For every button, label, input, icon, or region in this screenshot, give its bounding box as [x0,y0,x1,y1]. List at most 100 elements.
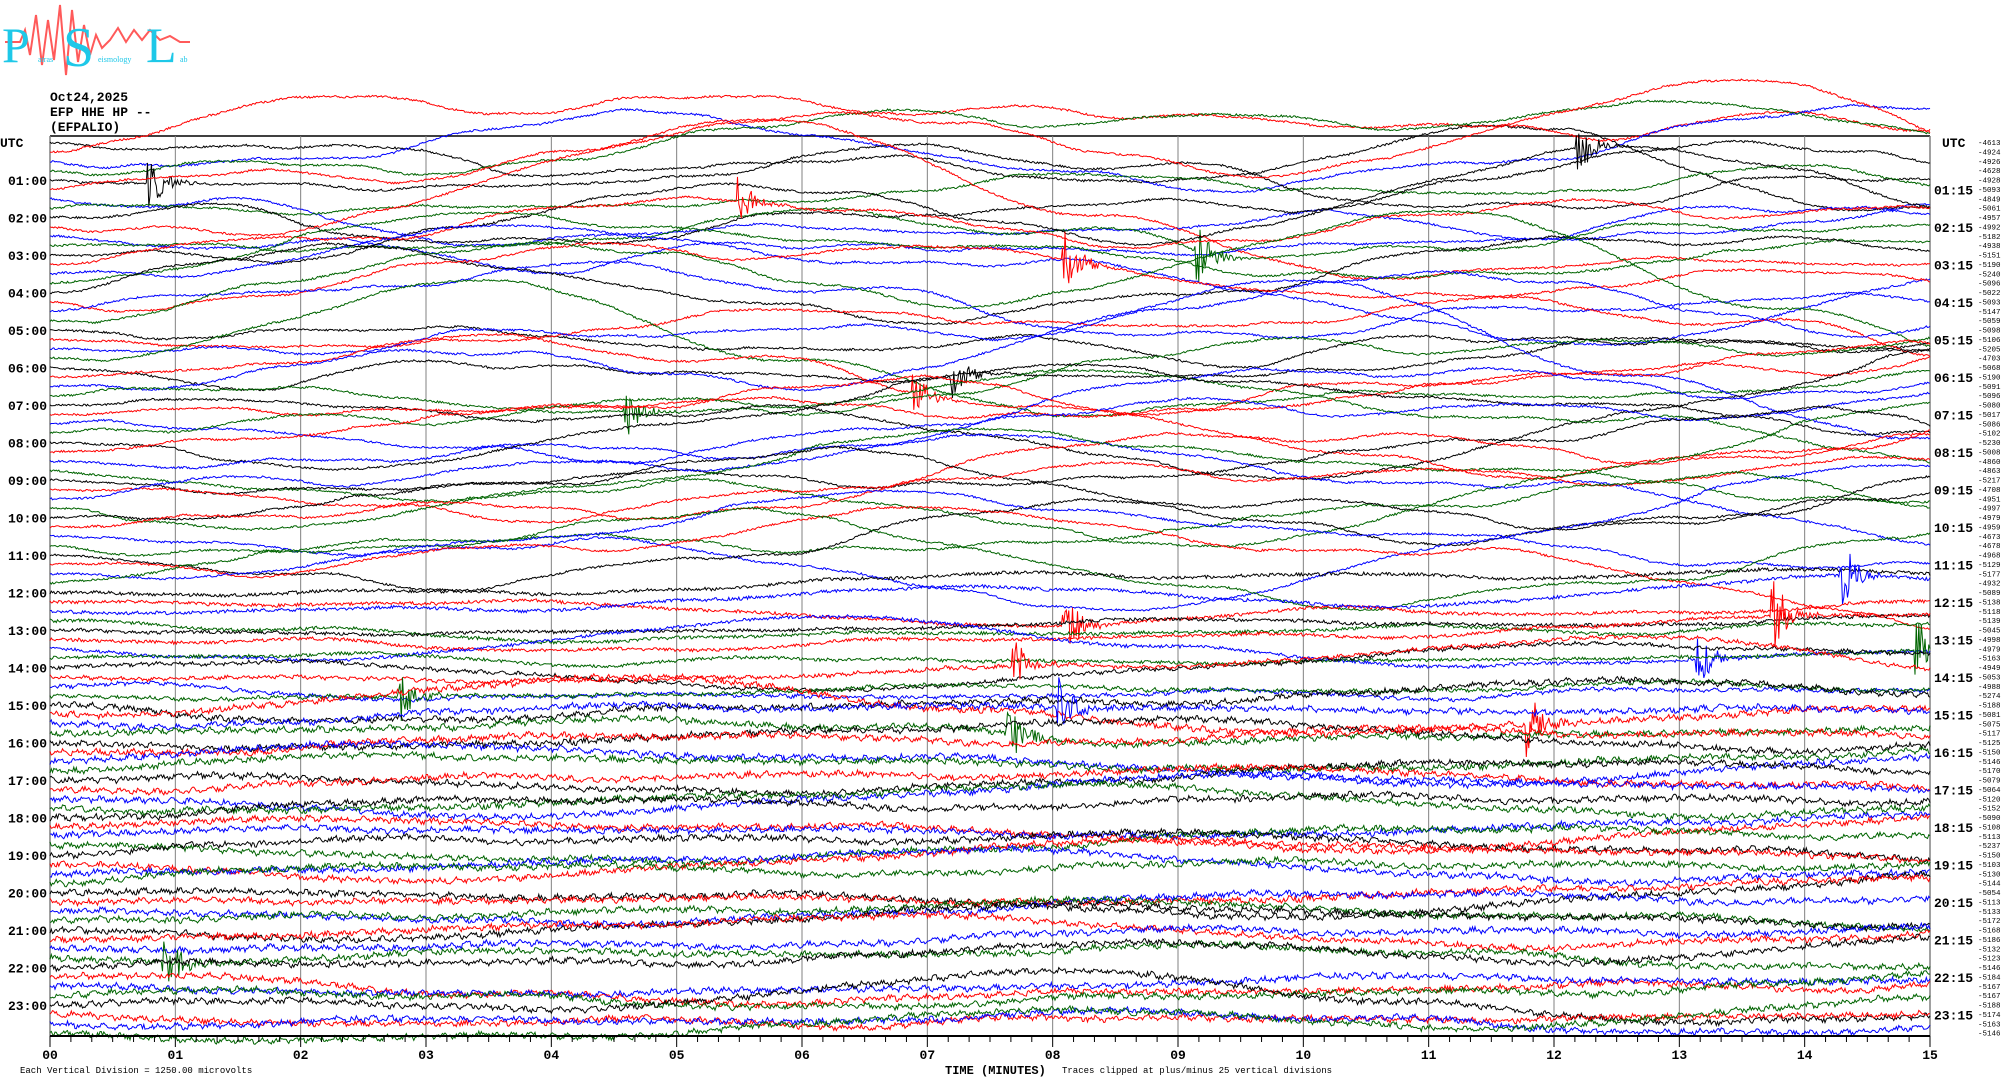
trace-offset-label: -4988 [1978,684,2001,692]
trace-offset-label: -5091 [1978,384,2001,392]
trace-offset-label: -5167 [1978,993,2001,1001]
trace-row-15 [49,211,1931,285]
trace-row-13 [49,176,1931,266]
trace-offset-label: -5152 [1978,806,2001,814]
left-time-label: 14:00 [8,662,47,677]
logo-sub-1: atras [38,55,53,64]
right-time-label: 22:15 [1934,971,1973,986]
trace-row-67 [49,746,1931,775]
trace-offset-label: -5151 [1978,253,2001,261]
trace-offset-label: -5184 [1978,974,2001,982]
trace-offset-label: -5237 [1978,843,2001,851]
trace-offset-label: -5167 [1978,984,2001,992]
trace-row-66 [49,739,1931,790]
trace-offset-label: -5061 [1978,206,2001,214]
right-time-label: UTC [1942,136,1966,151]
x-tick-label: 02 [293,1048,309,1063]
trace-offset-label: -5150 [1978,749,2001,757]
trace-offset-label: -5102 [1978,431,2001,439]
right-time-label: 09:15 [1934,483,1973,498]
trace-offset-label: -5188 [1978,703,2001,711]
trace-offset-label: -5182 [1978,234,2001,242]
trace-offset-label: -5081 [1978,712,2001,720]
trace-row-87 [49,939,1931,982]
trace-offset-label: -4924 [1978,149,2001,157]
trace-offset-label: -4968 [1978,553,2001,561]
x-tick-label: 10 [1296,1048,1312,1063]
trace-row-82 [49,888,1931,930]
trace-row-51 [49,617,1931,645]
trace-row-44 [49,492,1931,592]
trace-offset-label: -5150 [1978,853,2001,861]
trace-row-64 [49,714,1931,756]
left-time-label: 08:00 [8,437,47,452]
right-time-label: 02:15 [1934,221,1973,236]
trace-row-75 [49,823,1931,868]
trace-offset-label: -5146 [1978,1031,2001,1039]
trace-offset-label: -5172 [1978,918,2001,926]
trace-row-81 [49,873,1931,908]
right-time-label: 19:15 [1934,858,1973,873]
trace-row-27 [49,336,1931,435]
trace-offset-label: -4949 [1978,665,2001,673]
x-tick-label: 09 [1170,1048,1186,1063]
x-tick-label: 15 [1922,1048,1938,1063]
trace-offset-label: -5093 [1978,187,2001,195]
left-time-label: 16:00 [8,737,47,752]
trace-offset-label: -5090 [1978,815,2001,823]
trace-row-56 [49,640,1931,694]
trace-offset-label: -4928 [1978,178,2001,186]
x-tick-label: 14 [1797,1048,1813,1063]
right-time-label: 18:15 [1934,821,1973,836]
right-time-label: 15:15 [1934,708,1973,723]
right-time-label: 12:15 [1934,596,1973,611]
right-time-label: 21:15 [1934,933,1973,948]
trace-row-9 [49,118,1931,281]
trace-row-76 [49,827,1931,864]
right-time-label: 17:15 [1934,783,1973,798]
logo-seismogram [5,4,190,76]
trace-offset-label: -5089 [1978,590,2001,598]
x-tick-label: 07 [920,1048,936,1063]
trace-row-12 [49,133,1931,266]
trace-row-54 [49,614,1931,678]
trace-offset-label: -4997 [1978,506,2001,514]
trace-offset-label: -5080 [1978,403,2001,411]
trace-offset-label: -5113 [1978,899,2001,907]
left-time-label: 18:00 [8,812,47,827]
trace-offset-label: -5008 [1978,449,2001,457]
header-station-name: (EFPALIO) [50,120,121,135]
trace-row-85 [49,910,1931,953]
trace-row-21 [49,295,1931,357]
trace-row-60 [49,675,1931,725]
trace-row-41 [49,455,1931,529]
right-time-label: 14:15 [1934,671,1973,686]
trace-offset-label: -5163 [1978,656,2001,664]
trace-row-26 [49,279,1931,440]
trace-offset-label: -5240 [1978,271,2001,279]
left-time-label: 21:00 [8,924,47,939]
trace-row-70 [49,769,1931,821]
trace-offset-label: -5118 [1978,609,2001,617]
trace-row-73 [49,812,1931,856]
trace-row-39 [49,427,1931,532]
trace-offset-label: -5146 [1978,965,2001,973]
trace-offset-label: -5086 [1978,421,2001,429]
trace-row-33 [49,374,1930,480]
trace-row-7 [49,163,1931,217]
trace-offset-label: -5146 [1978,759,2001,767]
trace-row-78 [49,844,1931,887]
row-labels: -4613-4924-4926-4628-4928-5093-4849-5061… [0,136,2001,1039]
trace-row-37 [49,431,1931,524]
trace-offset-label: -5054 [1978,890,2001,898]
trace-row-19 [49,209,1931,348]
trace-row-34 [49,391,1930,470]
trace-offset-label: -5147 [1978,309,2001,317]
right-time-label: 11:15 [1934,558,1973,573]
trace-offset-label: -5217 [1978,478,2001,486]
trace-row-30 [49,366,1931,464]
left-time-label: 22:00 [8,962,47,977]
trace-offset-label: -5168 [1978,928,2001,936]
x-tick-label: 01 [168,1048,184,1063]
logo-sub-2: eismology [98,55,131,64]
